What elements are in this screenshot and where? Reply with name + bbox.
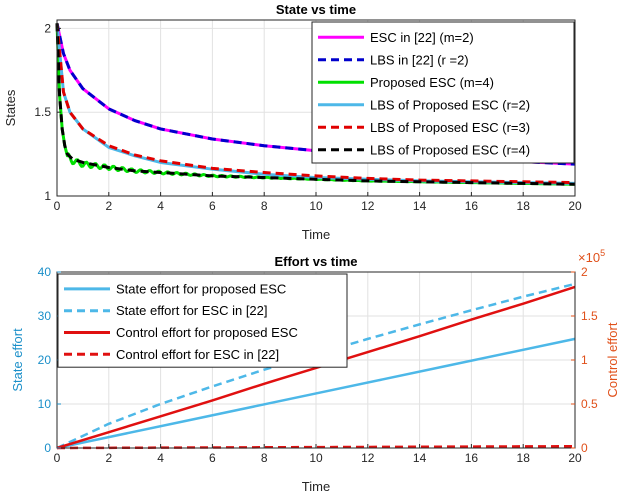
top-x-axis-label: Time [302,227,330,242]
top-y-tick-label: 1 [44,189,51,203]
top-y-axis-label: States [3,89,18,126]
top-legend-entry-2: LBS in [22] (r =2) [370,52,469,67]
top-chart-title: State vs time [276,2,356,17]
top-x-ticks: 0 2 4 6 8 10 12 14 16 18 20 [54,192,582,213]
top-series-line-6 [55,23,576,186]
bottom-x-tick-label: 12 [361,451,375,465]
bottom-y-right-tick-label: 2 [581,265,588,279]
bottom-y-tick-label: 20 [38,353,52,367]
bottom-y-ticks-right: 0 0.5 1 1.5 2 [571,265,598,455]
bottom-x-tick-label: 8 [261,451,268,465]
bottom-x-tick-label: 20 [568,451,582,465]
top-legend-entry-1: ESC in [22] (m=2) [370,30,474,45]
top-y-tick-label: 2 [44,21,51,35]
top-x-tick-label: 2 [105,199,112,213]
bottom-x-tick-label: 0 [54,451,61,465]
bottom-x-tick-label: 2 [105,451,112,465]
top-y-ticks: 11.52 [34,21,61,203]
top-x-tick-label: 14 [413,199,427,213]
bottom-y-tick-label: 30 [38,309,52,323]
bottom-x-tick-label: 10 [309,451,323,465]
top-legend-entry-5: LBS of Proposed ESC (r=3) [370,120,530,135]
bottom-y-right-tick-label: 1 [581,353,588,367]
top-x-tick-label: 20 [568,199,582,213]
bottom-y-tick-label: 40 [38,265,52,279]
bottom-y-right-tick-label: 1.5 [581,309,598,323]
bottom-series-line-3 [56,285,576,450]
bottom-series-line-4 [56,444,576,450]
top-x-tick-label: 12 [361,199,375,213]
bottom-legend: State effort for proposed ESC State effor… [57,273,348,368]
top-x-tick-label: 8 [261,199,268,213]
bottom-x-tick-label: 18 [517,451,531,465]
right-axis-exponent: ×105 [578,248,605,265]
effort-vs-time-plot: 0 2 4 6 8 10 12 14 16 18 20 0 10 20 30 40 0 0.5 1 1.5 2 Ef… [10,248,620,494]
top-legend-entry-4: LBS of Proposed ESC (r=2) [370,97,530,112]
bottom-legend-entry-1: State effort for proposed ESC [116,281,286,296]
top-legend: ESC in [22] (m=2) LBS in [22] (r =2) Propo… [311,21,575,164]
top-x-tick-label: 6 [209,199,216,213]
top-legend-box [311,21,575,164]
top-x-tick-label: 0 [54,199,61,213]
bottom-legend-entry-4: Control effort for ESC in [22] [116,347,279,362]
bottom-x-tick-label: 4 [157,451,164,465]
bottom-y-axis-label-right: Control effort [605,322,620,397]
top-y-tick-label: 1.5 [34,105,51,119]
bottom-x-tick-label: 6 [209,451,216,465]
bottom-x-tick-label: 14 [413,451,427,465]
bottom-y-right-tick-label: 0 [581,441,588,455]
bottom-y-ticks-left: 0 10 20 30 40 [38,265,61,455]
top-x-tick-label: 16 [465,199,479,213]
bottom-y-axis-label-left: State effort [10,328,25,392]
top-x-tick-label: 10 [309,199,323,213]
bottom-series-line-1 [56,337,576,450]
bottom-y-tick-label: 10 [38,397,52,411]
bottom-x-ticks: 0 2 4 6 8 10 12 14 16 18 20 [54,444,582,465]
top-legend-entry-6: LBS of Proposed ESC (r=4) [370,142,530,157]
bottom-x-axis-label: Time [302,479,330,494]
bottom-legend-entry-2: State effort for ESC in [22] [116,303,268,318]
top-legend-entry-3: Proposed ESC (m=4) [370,75,494,90]
top-x-tick-label: 18 [517,199,531,213]
bottom-chart-title: Effort vs time [274,254,357,269]
bottom-x-tick-label: 16 [465,451,479,465]
top-x-tick-label: 4 [157,199,164,213]
bottom-y-right-tick-label: 0.5 [581,397,598,411]
top-series-line-5 [55,23,576,185]
bottom-y-tick-label: 0 [44,441,51,455]
state-vs-time-plot: 0 2 4 6 8 10 12 14 16 18 20 11.52 State vs time Ti… [3,2,582,242]
bottom-legend-entry-3: Control effort for proposed ESC [116,325,298,340]
